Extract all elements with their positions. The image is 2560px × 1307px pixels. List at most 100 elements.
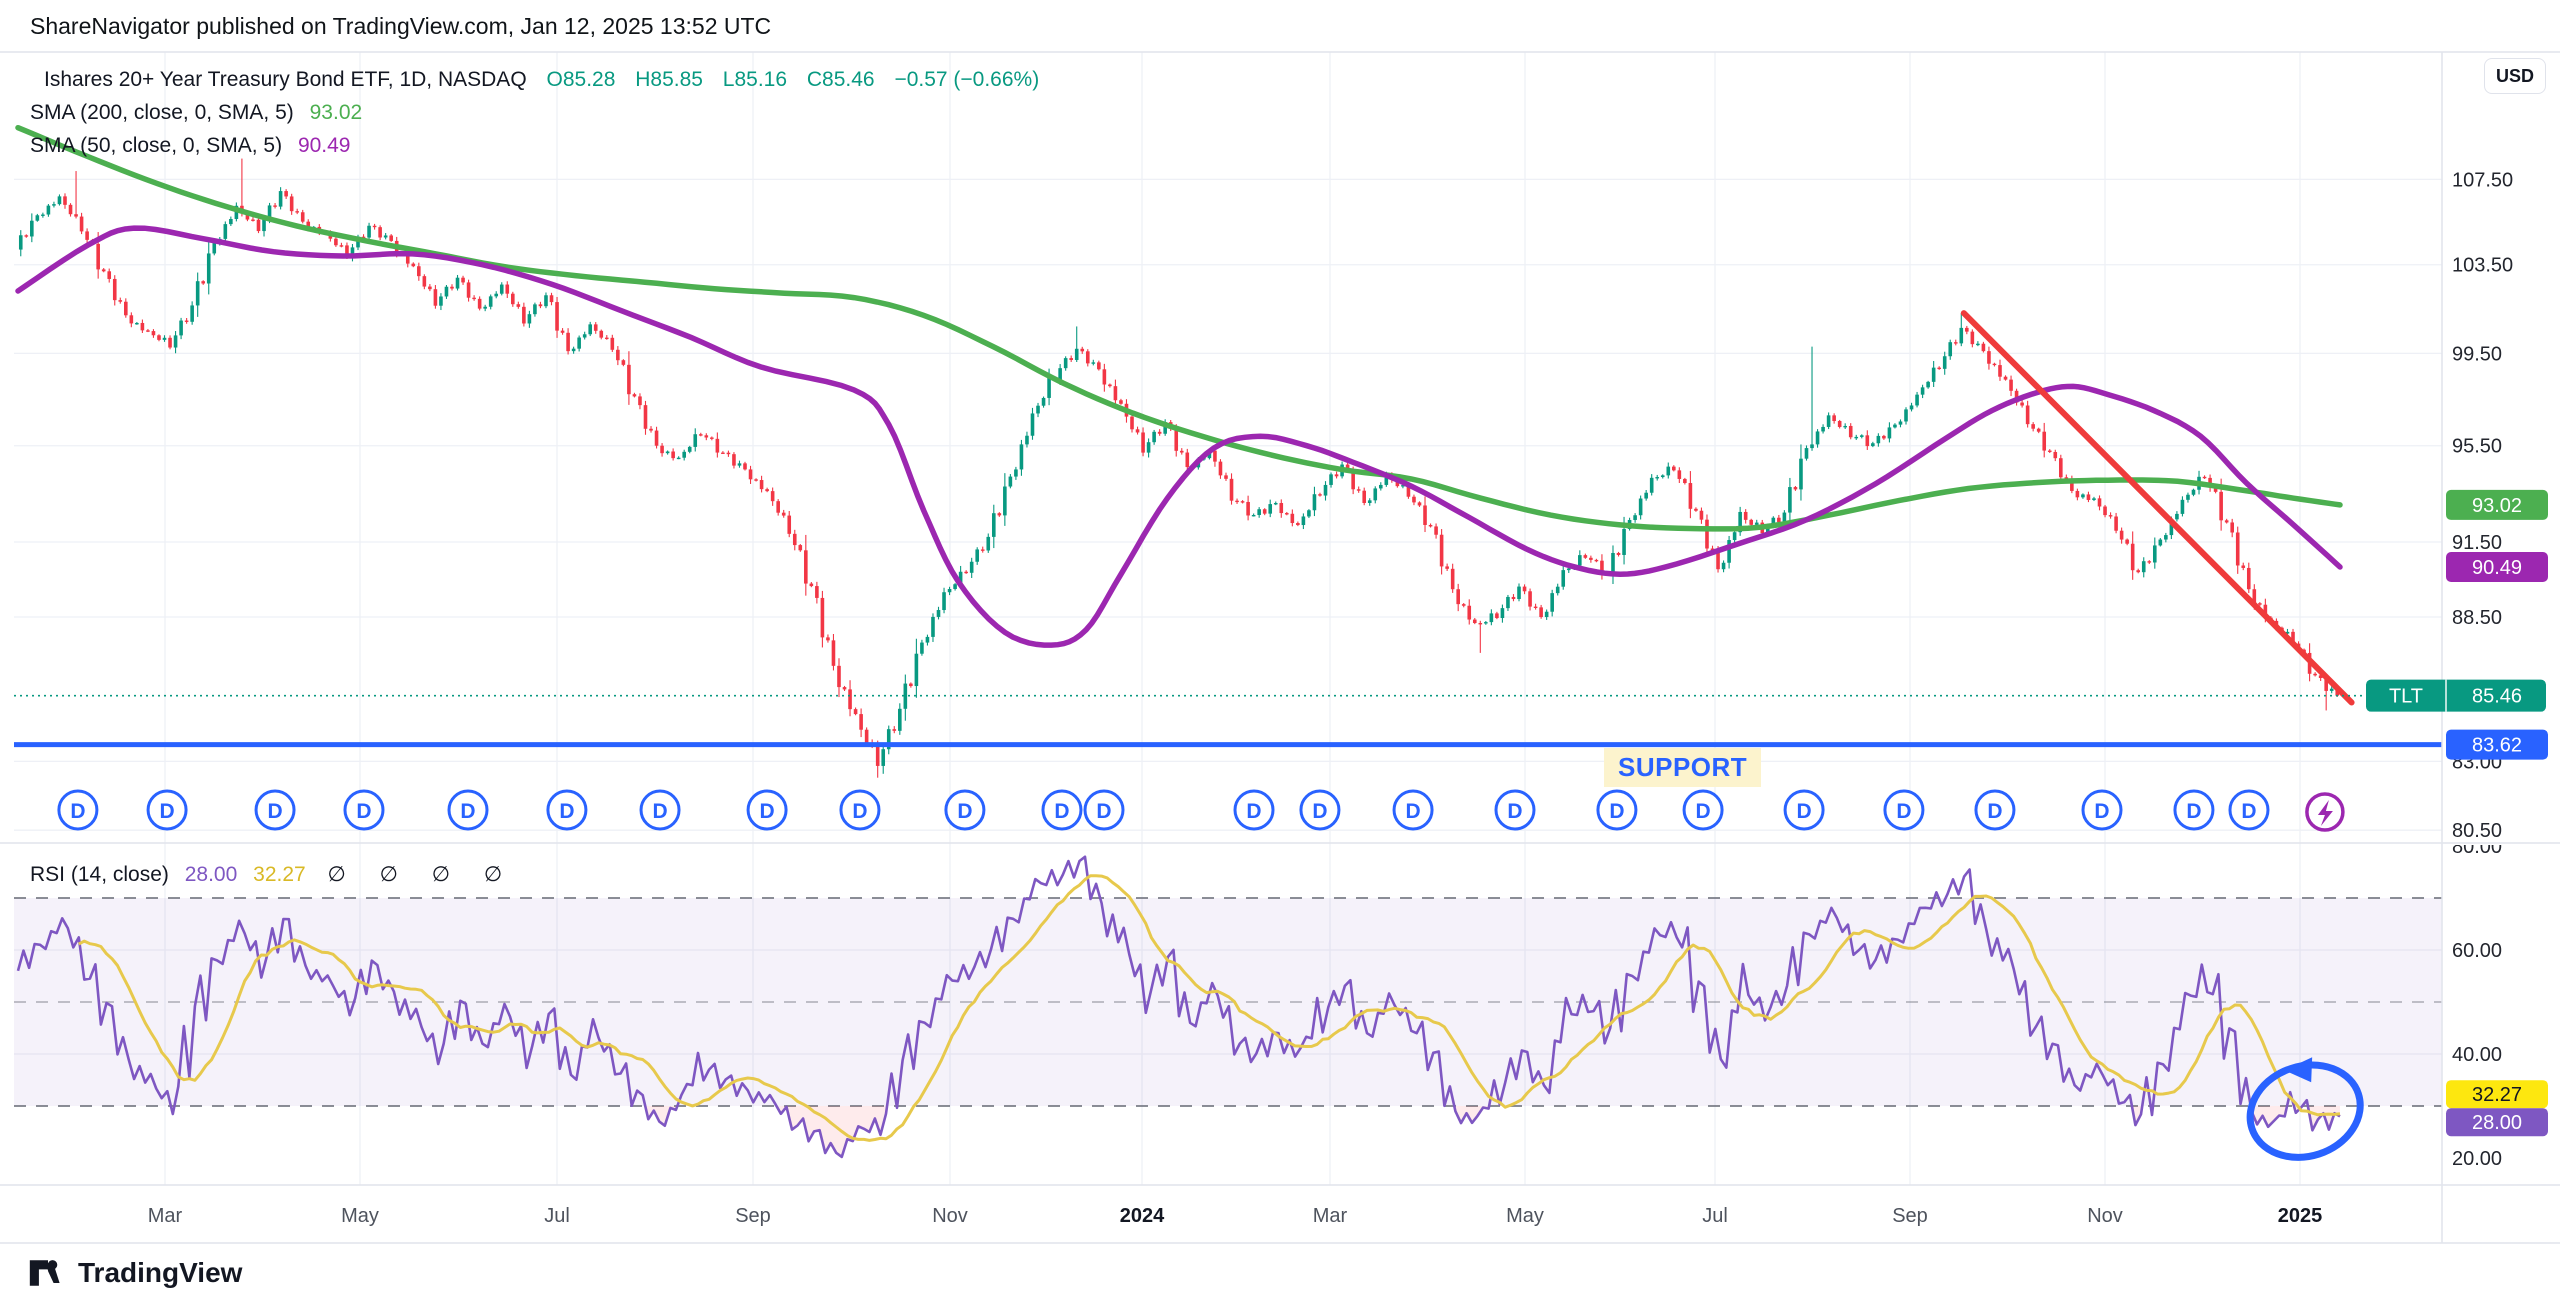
- dividend-marker[interactable]: D: [1494, 789, 1536, 831]
- svg-text:D: D: [852, 800, 867, 823]
- dividend-marker[interactable]: D: [1233, 789, 1275, 831]
- time-axis[interactable]: Mar May Jul Sep Nov 2024 Mar May Jul Sep Nov 2025: [148, 1205, 2322, 1227]
- time-axis-label: Mar: [148, 1205, 183, 1227]
- candlestick-series: [18, 158, 2340, 778]
- downtrend-line[interactable]: [1960, 310, 2355, 706]
- ohlc-low: L85.16: [722, 68, 788, 91]
- rsi-ma-badge: 32.27: [2446, 1080, 2548, 1109]
- rsi-ma-value: 32.27: [253, 863, 306, 886]
- rsi-ma-line: [78, 874, 2341, 1142]
- dividend-marker[interactable]: D: [1083, 789, 1125, 831]
- svg-text:90.49: 90.49: [2472, 557, 2522, 579]
- sma200-label: SMA (200, close, 0, SMA, 5): [30, 101, 294, 124]
- time-axis-label: Sep: [735, 1205, 771, 1227]
- rsi-axis[interactable]: 80.00 60.00 40.00 20.00: [2452, 836, 2502, 1170]
- dividend-marker[interactable]: D: [1974, 789, 2016, 831]
- oversold-circle-annotation[interactable]: [2238, 1051, 2372, 1171]
- svg-text:93.02: 93.02: [2472, 495, 2522, 517]
- svg-text:D: D: [1695, 800, 1710, 823]
- dividend-marker[interactable]: D: [944, 789, 986, 831]
- dividend-marker[interactable]: D: [343, 789, 385, 831]
- time-axis-label: Jul: [544, 1205, 570, 1227]
- rsi-legend-row: RSI (14, close) 28.00 32.27 ∅ ∅ ∅ ∅: [30, 862, 516, 887]
- symbol-tag: TLT: [2389, 686, 2423, 708]
- dividend-marker[interactable]: D: [254, 789, 296, 831]
- svg-text:D: D: [1609, 800, 1624, 823]
- dividend-marker[interactable]: D: [1783, 789, 1825, 831]
- sma50-legend-row: SMA (50, close, 0, SMA, 5) 90.49: [30, 134, 351, 158]
- dividend-marker[interactable]: D: [2081, 789, 2123, 831]
- svg-text:D: D: [70, 800, 85, 823]
- ohlc-close: C85.46: [806, 68, 875, 91]
- svg-text:D: D: [1054, 800, 1069, 823]
- svg-text:D: D: [460, 800, 475, 823]
- dividend-marker[interactable]: D: [639, 789, 681, 831]
- dividend-marker[interactable]: D: [1596, 789, 1638, 831]
- dividend-marker[interactable]: D: [746, 789, 788, 831]
- dividend-marker[interactable]: D: [546, 789, 588, 831]
- time-axis-label: 2025: [2278, 1205, 2323, 1227]
- dividend-marker[interactable]: D: [146, 789, 188, 831]
- svg-text:28.00: 28.00: [2472, 1112, 2522, 1134]
- svg-text:83.62: 83.62: [2472, 735, 2522, 757]
- sma50-badge: 90.49: [2446, 551, 2548, 582]
- svg-text:D: D: [1507, 800, 1522, 823]
- price-tick-label: 91.50: [2452, 532, 2502, 554]
- svg-text:D: D: [1096, 800, 1111, 823]
- svg-text:D: D: [1796, 800, 1811, 823]
- dividend-marker[interactable]: D: [447, 789, 489, 831]
- sma200-badge: 93.02: [2446, 489, 2548, 520]
- svg-text:D: D: [759, 800, 774, 823]
- last-price-badge: TLT 85.46: [2366, 679, 2546, 712]
- rsi-band: [14, 897, 2442, 1107]
- svg-text:85.46: 85.46: [2472, 686, 2522, 708]
- dividend-marker[interactable]: D: [1883, 789, 1925, 831]
- svg-text:D: D: [1405, 800, 1420, 823]
- tradingview-logo-icon: [29, 1260, 60, 1286]
- currency-button[interactable]: USD: [2484, 58, 2546, 94]
- tradingview-brand-text: TradingView: [78, 1257, 243, 1288]
- svg-text:D: D: [2186, 800, 2201, 823]
- dividend-marker[interactable]: D: [1041, 789, 1083, 831]
- rsi-label: RSI (14, close): [30, 863, 169, 886]
- symbol-legend-row: Ishares 20+ Year Treasury Bond ETF, 1D, …: [30, 68, 1039, 92]
- dividend-marker[interactable]: D: [839, 789, 881, 831]
- time-axis-label: Jul: [1702, 1205, 1728, 1227]
- event-lightning-marker[interactable]: [2305, 792, 2345, 832]
- sma50-label: SMA (50, close, 0, SMA, 5): [30, 134, 283, 157]
- support-annotation-label[interactable]: SUPPORT: [1604, 748, 1762, 787]
- rsi-line: [16, 855, 2341, 1159]
- support-badge: 83.62: [2446, 729, 2548, 760]
- price-tick-label: 80.50: [2452, 820, 2502, 842]
- time-axis-label: May: [1506, 1205, 1544, 1227]
- ohlc-high: H85.85: [635, 68, 703, 91]
- svg-text:D: D: [1246, 800, 1261, 823]
- time-axis-label: May: [341, 1205, 379, 1227]
- ohlc-change: −0.57 (−0.66%): [894, 68, 1040, 91]
- symbol-title: Ishares 20+ Year Treasury Bond ETF, 1D, …: [44, 68, 527, 91]
- dividend-marker[interactable]: D: [57, 789, 99, 831]
- lightning-icon: [2317, 800, 2333, 826]
- dividend-marker[interactable]: D: [2173, 789, 2215, 831]
- rsi-tick-label: 80.00: [2452, 836, 2502, 858]
- rsi-tick-label: 40.00: [2452, 1044, 2502, 1066]
- svg-text:D: D: [356, 800, 371, 823]
- rsi-badge: 28.00: [2446, 1108, 2548, 1137]
- dividend-marker[interactable]: D: [1682, 789, 1724, 831]
- sma200-value: 93.02: [309, 101, 363, 124]
- price-tick-label: 95.50: [2452, 436, 2502, 458]
- ohlc-open: O85.28: [546, 68, 616, 91]
- rsi-tick-label: 20.00: [2452, 1148, 2502, 1170]
- dividend-marker[interactable]: D: [1392, 789, 1434, 831]
- annotation-arrow-icon: [2284, 1057, 2313, 1083]
- rsi-tick-label: 60.00: [2452, 940, 2502, 962]
- time-axis-label: Nov: [932, 1205, 968, 1227]
- price-tick-label: 103.50: [2452, 255, 2513, 277]
- tradingview-branding[interactable]: TradingView: [28, 1256, 242, 1290]
- dividend-marker[interactable]: D: [1299, 789, 1341, 831]
- time-axis-label: Mar: [1313, 1205, 1348, 1227]
- sma-200-line: [15, 124, 2343, 532]
- dividend-marker[interactable]: D: [2228, 789, 2270, 831]
